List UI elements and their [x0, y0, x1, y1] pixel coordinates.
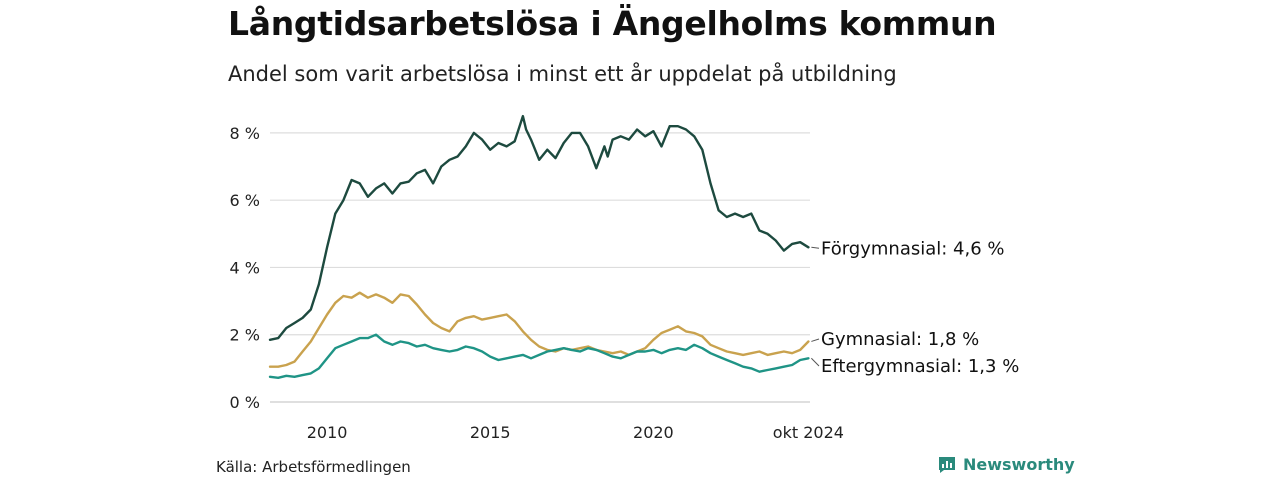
source-note: Källa: Arbetsförmedlingen — [216, 458, 411, 476]
x-tick-label: 2010 — [307, 423, 348, 442]
x-axis-ticks: 2010 2015 2020 okt 2024 — [307, 423, 844, 442]
y-axis-ticks: 0 % 2 % 4 % 6 % 8 % — [230, 124, 260, 412]
newsworthy-logo-icon — [939, 456, 955, 473]
brand-logo: Newsworthy — [938, 455, 1075, 474]
series-line-gymnasial — [268, 291, 810, 368]
series-line-eftergymnasial — [268, 333, 810, 379]
end-label-connector — [811, 246, 820, 249]
end-label-connector — [811, 338, 820, 342]
gridlines — [270, 132, 810, 403]
end-label-förgymnasial: Förgymnasial: 4,6 % — [821, 238, 1005, 259]
series-line-förgymnasial — [268, 114, 810, 341]
series-end-labels: Förgymnasial: 4,6 % Gymnasial: 1,8 % Efter… — [811, 238, 1019, 377]
chart-subtitle: Andel som varit arbetslösa i minst ett å… — [228, 62, 897, 86]
y-tick-label: 0 % — [230, 393, 260, 412]
y-tick-label: 4 % — [230, 258, 260, 277]
x-tick-label: okt 2024 — [773, 423, 844, 442]
chart-title: Långtidsarbetslösa i Ängelholms kommun — [228, 4, 997, 43]
series-lines — [268, 114, 810, 379]
end-label-gymnasial: Gymnasial: 1,8 % — [821, 329, 979, 350]
y-tick-label: 2 % — [230, 326, 260, 345]
x-tick-label: 2020 — [633, 423, 674, 442]
y-tick-label: 8 % — [230, 124, 260, 143]
brand-name: Newsworthy — [963, 455, 1075, 474]
end-label-eftergymnasial: Eftergymnasial: 1,3 % — [821, 356, 1019, 377]
x-tick-label: 2015 — [470, 423, 511, 442]
y-tick-label: 6 % — [230, 191, 260, 210]
end-label-connector — [811, 357, 820, 367]
